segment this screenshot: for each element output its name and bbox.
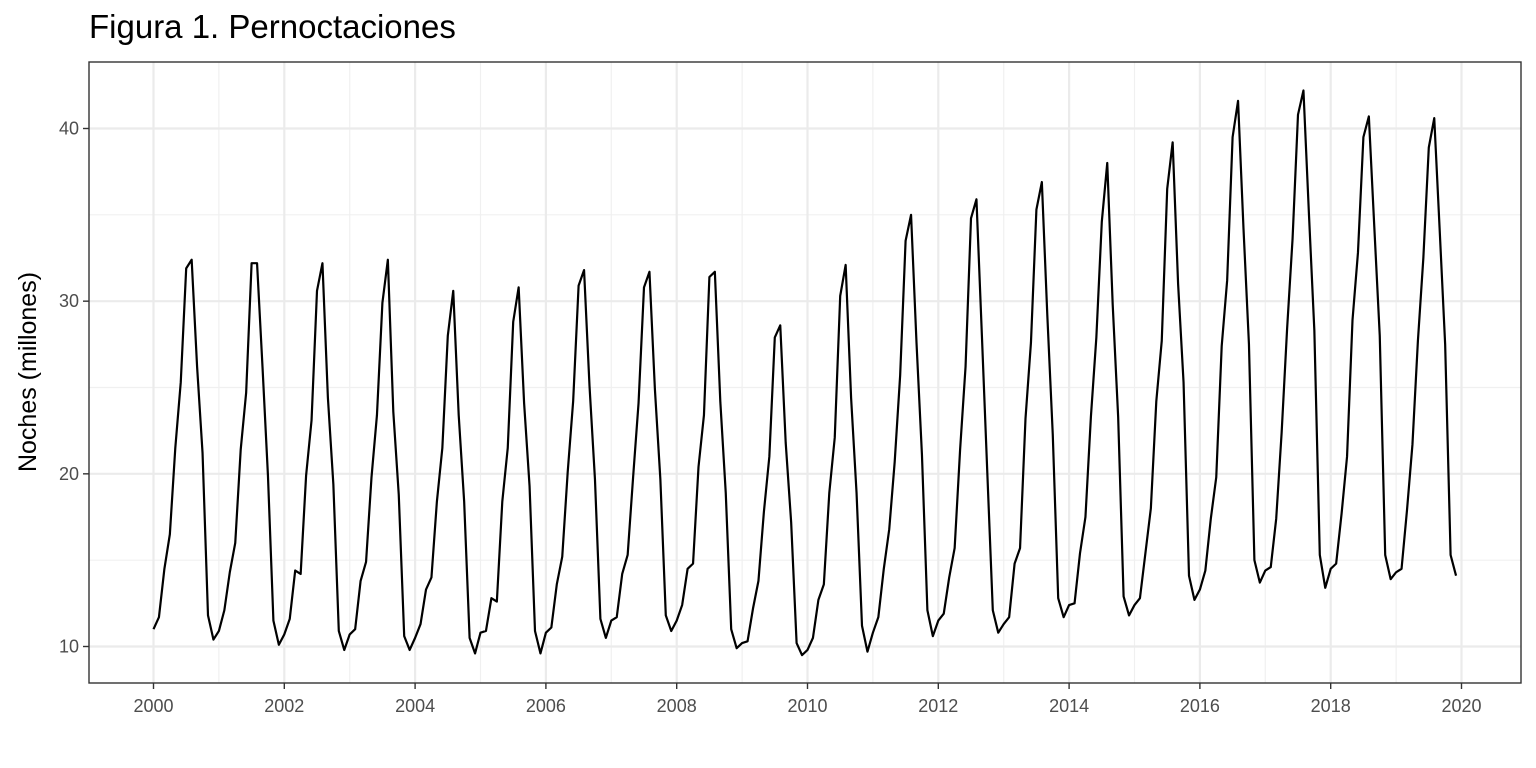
x-tick-label-2014: 2014 xyxy=(1049,696,1089,716)
y-tick-label-30: 30 xyxy=(59,291,79,311)
y-axis: 10 20 30 40 xyxy=(59,119,89,657)
y-tick-label-10: 10 xyxy=(59,637,79,657)
x-tick-label-2008: 2008 xyxy=(657,696,697,716)
x-tick-label-2000: 2000 xyxy=(133,696,173,716)
grid-major xyxy=(89,62,1521,683)
x-tick-label-2004: 2004 xyxy=(395,696,435,716)
x-tick-label-2018: 2018 xyxy=(1311,696,1351,716)
chart-title: Figura 1. Pernoctaciones xyxy=(89,8,456,45)
series-line-pernoctaciones xyxy=(152,89,1458,657)
x-tick-label-2002: 2002 xyxy=(264,696,304,716)
plot-border xyxy=(88,61,1522,684)
x-tick-label-2016: 2016 xyxy=(1180,696,1220,716)
y-tick-label-40: 40 xyxy=(59,119,79,139)
x-tick-label-2020: 2020 xyxy=(1441,696,1481,716)
x-tick-label-2006: 2006 xyxy=(526,696,566,716)
x-tick-label-2010: 2010 xyxy=(787,696,827,716)
grid-minor xyxy=(89,62,1521,683)
x-axis: 2000 2002 2004 2006 2008 2010 2012 2014 2016 2018… xyxy=(133,683,1482,716)
y-tick-label-20: 20 xyxy=(59,464,79,484)
x-tick-label-2012: 2012 xyxy=(918,696,958,716)
y-axis-title: Noches (millones) xyxy=(14,272,42,472)
